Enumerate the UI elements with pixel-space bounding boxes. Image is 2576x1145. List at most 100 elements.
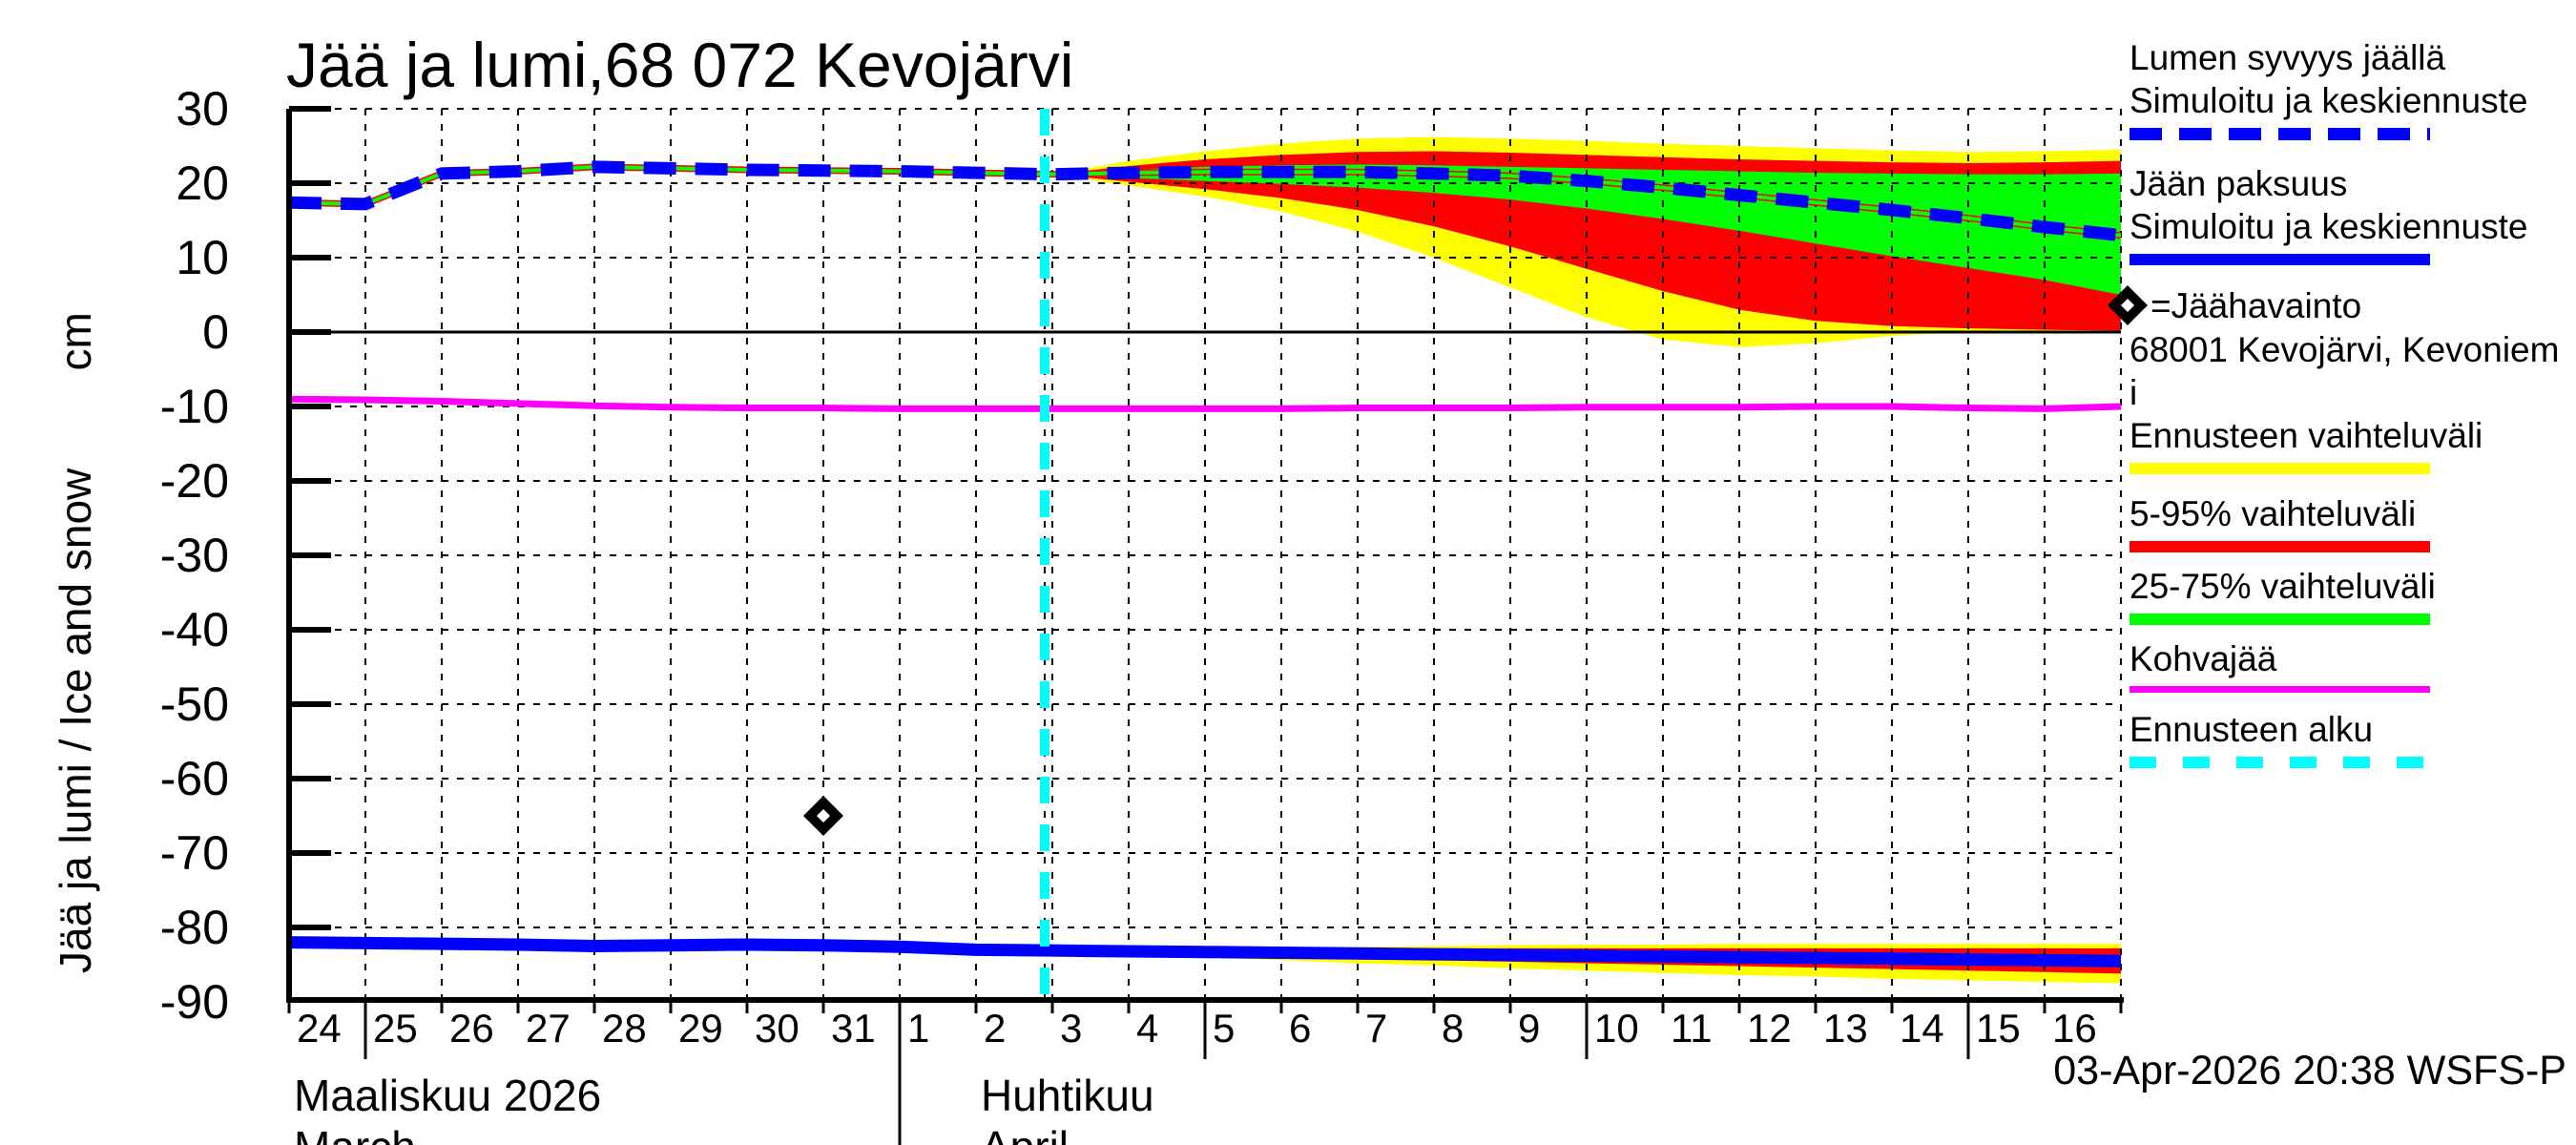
- five-day-separator: [1203, 1000, 1207, 1059]
- x-tick: [2119, 1000, 2123, 1013]
- x-tick: [1127, 1000, 1131, 1013]
- chart-title: Jää ja lumi,68 072 Kevojärvi: [286, 30, 1074, 100]
- y-tick: [289, 255, 331, 260]
- legend-label: Simuloitu ja keskiennuste: [2129, 81, 2528, 120]
- legend-label: 5-95% vaihteluväli: [2129, 494, 2417, 533]
- legend-label: Ennusteen vaihteluväli: [2129, 416, 2483, 455]
- x-day-label: 30: [755, 1006, 800, 1051]
- legend-swatch-forecast-start: [2129, 757, 2430, 768]
- x-day-label: 1: [907, 1006, 929, 1051]
- y-tick: [289, 627, 331, 633]
- x-tick: [1432, 1000, 1436, 1013]
- legend-item-ice-thickness: Jään paksuus Simuloitu ja keskiennuste: [2129, 162, 2576, 265]
- kohvajaa-line: [288, 395, 2122, 412]
- x-tick: [1661, 1000, 1665, 1013]
- y-tick-label: -70: [160, 826, 229, 880]
- x-day-label: 12: [1747, 1006, 1792, 1051]
- y-tick-label: -90: [160, 975, 229, 1029]
- month-label-en: March: [294, 1122, 416, 1145]
- y-tick: [289, 478, 331, 484]
- x-day-label: 8: [1442, 1006, 1464, 1051]
- y-tick-label: -60: [160, 752, 229, 805]
- x-tick: [669, 1000, 673, 1013]
- month-label-fi: Maaliskuu 2026: [294, 1071, 601, 1120]
- legend-label: Simuloitu ja keskiennuste: [2129, 207, 2528, 246]
- x-day-label: 13: [1823, 1006, 1868, 1051]
- x-tick: [516, 1000, 520, 1013]
- snow-depth-line: [288, 160, 2122, 242]
- snow-band-25-75: [1052, 164, 2121, 295]
- legend-swatch-kohvajaa: [2129, 686, 2430, 693]
- x-day-label: 10: [1594, 1006, 1639, 1051]
- y-tick-label: 0: [202, 305, 229, 359]
- x-day-label: 31: [831, 1006, 876, 1051]
- x-tick: [1050, 1000, 1054, 1013]
- y-tick-label: -30: [160, 529, 229, 582]
- five-day-separator: [1585, 1000, 1589, 1059]
- five-day-separator: [364, 1000, 367, 1059]
- legend-swatch-range-25-75: [2129, 614, 2430, 625]
- y-tick: [289, 701, 331, 707]
- legend-item-forecast-start: Ennusteen alku: [2129, 708, 2576, 768]
- x-tick: [821, 1000, 825, 1013]
- x-tick: [592, 1000, 596, 1013]
- x-day-label: 5: [1213, 1006, 1235, 1051]
- legend-label: 25-75% vaihteluväli: [2129, 567, 2436, 606]
- x-tick: [440, 1000, 444, 1013]
- legend-item-range-25-75: 25-75% vaihteluväli: [2129, 565, 2576, 625]
- y-tick-label: -50: [160, 677, 229, 731]
- y-tick: [289, 776, 331, 781]
- x-day-label: 29: [678, 1006, 723, 1051]
- x-day-label: 11: [1671, 1006, 1713, 1051]
- y-tick: [289, 180, 331, 186]
- x-day-label: 7: [1365, 1006, 1387, 1051]
- legend-observation-row: =Jäähavainto: [2105, 282, 2576, 328]
- legend-swatch-ice-thickness: [2129, 254, 2430, 265]
- legend-swatch-forecast-range: [2129, 463, 2430, 474]
- x-day-label: 26: [449, 1006, 494, 1051]
- x-day-label: 16: [2052, 1006, 2097, 1051]
- x-day-label: 9: [1518, 1006, 1540, 1051]
- ice-thickness-line: [288, 936, 2122, 968]
- legend-label: Lumen syvyys jäällä: [2129, 38, 2446, 77]
- x-tick: [974, 1000, 978, 1013]
- y-tick: [289, 404, 331, 409]
- y-tick-label: -10: [160, 380, 229, 433]
- ice-observation-marker-center: [2121, 299, 2134, 312]
- five-day-separator: [1966, 1000, 1970, 1059]
- x-day-label: 24: [297, 1006, 342, 1051]
- legend-label: Jään paksuus: [2129, 164, 2348, 203]
- x-day-label: 25: [373, 1006, 418, 1051]
- month-separator: [898, 1000, 902, 1145]
- legend-item-kohvajaa: Kohvajää: [2129, 637, 2576, 693]
- month-label-en: April: [981, 1122, 1069, 1145]
- x-tick: [1890, 1000, 1894, 1013]
- y-tick-label: -40: [160, 603, 229, 656]
- legend-item-range-5-95: 5-95% vaihteluväli: [2129, 492, 2576, 552]
- legend-label: =Jäähavainto: [2150, 285, 2362, 325]
- legend-label: Kohvajää: [2129, 639, 2277, 678]
- x-day-label: 15: [1976, 1006, 2021, 1051]
- y-axis: [286, 109, 292, 1000]
- timestamp: 03-Apr-2026 20:38 WSFS-P: [2053, 1048, 2566, 1093]
- legend-swatch-range-5-95: [2129, 541, 2430, 552]
- x-day-label: 6: [1289, 1006, 1311, 1051]
- y-tick: [289, 552, 331, 558]
- x-day-label: 4: [1136, 1006, 1158, 1051]
- x-day-label: 27: [526, 1006, 571, 1051]
- x-day-label: 2: [984, 1006, 1006, 1051]
- diamond-icon: [2108, 285, 2148, 325]
- legend-label: Ennusteen alku: [2129, 710, 2374, 749]
- x-day-label: 3: [1060, 1006, 1082, 1051]
- y-tick-label: -20: [160, 454, 229, 508]
- y-tick: [289, 925, 331, 930]
- x-day-label: 14: [1900, 1006, 1944, 1051]
- x-day-label: 28: [602, 1006, 647, 1051]
- y-tick-label: 10: [176, 231, 229, 284]
- x-tick: [745, 1000, 749, 1013]
- legend-item-ice-observation: =Jäähavainto 68001 Kevojärvi, Kevoniem i: [2108, 282, 2576, 414]
- x-tick: [1814, 1000, 1818, 1013]
- legend: Lumen syvyys jäällä Simuloitu ja keskienn…: [2108, 0, 2576, 859]
